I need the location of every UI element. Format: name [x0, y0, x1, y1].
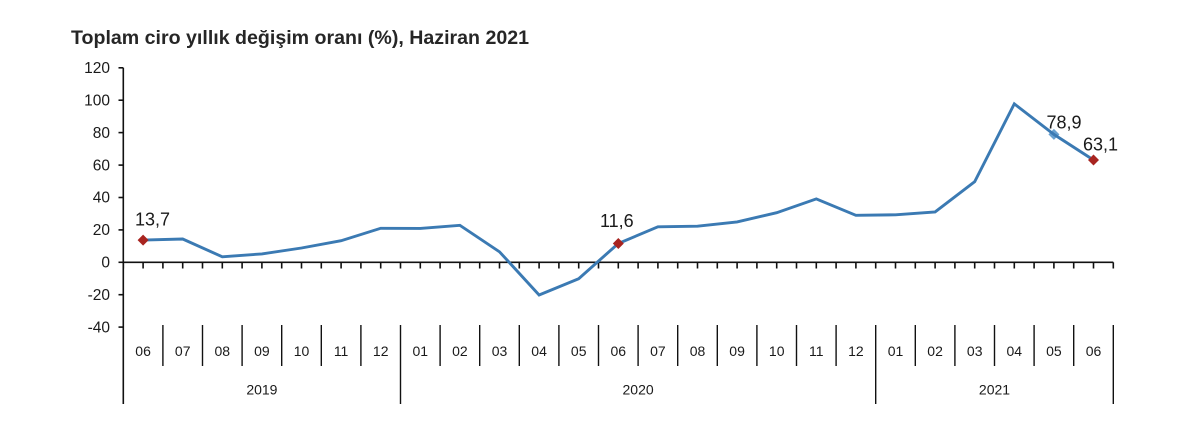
svg-text:2020: 2020 — [623, 382, 654, 398]
svg-text:100: 100 — [84, 92, 110, 109]
svg-text:08: 08 — [215, 343, 231, 359]
svg-text:04: 04 — [1007, 343, 1023, 359]
svg-text:11: 11 — [809, 343, 824, 359]
svg-text:2019: 2019 — [246, 382, 277, 398]
svg-text:78,9: 78,9 — [1047, 112, 1082, 132]
svg-text:03: 03 — [967, 343, 983, 359]
svg-text:13,7: 13,7 — [135, 210, 170, 230]
svg-text:12: 12 — [373, 343, 389, 359]
svg-text:01: 01 — [888, 343, 904, 359]
svg-text:07: 07 — [650, 343, 666, 359]
svg-text:10: 10 — [294, 343, 310, 359]
svg-text:63,1: 63,1 — [1083, 134, 1118, 154]
svg-text:06: 06 — [611, 343, 627, 359]
svg-text:40: 40 — [93, 190, 111, 207]
svg-text:11,6: 11,6 — [600, 211, 634, 231]
svg-text:-20: -20 — [88, 287, 111, 304]
svg-text:01: 01 — [413, 343, 429, 359]
svg-text:04: 04 — [531, 343, 547, 359]
svg-text:05: 05 — [1046, 343, 1062, 359]
svg-text:0: 0 — [101, 255, 110, 272]
svg-text:09: 09 — [729, 343, 745, 359]
svg-text:12: 12 — [848, 343, 864, 359]
svg-text:60: 60 — [93, 157, 111, 174]
svg-text:11: 11 — [334, 343, 349, 359]
svg-text:80: 80 — [93, 125, 111, 142]
svg-text:06: 06 — [1086, 343, 1102, 359]
svg-text:10: 10 — [769, 343, 785, 359]
svg-text:09: 09 — [254, 343, 270, 359]
svg-text:-40: -40 — [88, 319, 111, 336]
svg-text:Toplam ciro yıllık değişim ora: Toplam ciro yıllık değişim oranı (%), Ha… — [71, 27, 529, 49]
svg-text:08: 08 — [690, 343, 706, 359]
svg-text:07: 07 — [175, 343, 191, 359]
svg-text:06: 06 — [135, 343, 151, 359]
svg-text:02: 02 — [452, 343, 468, 359]
svg-text:03: 03 — [492, 343, 508, 359]
svg-text:02: 02 — [927, 343, 943, 359]
svg-text:120: 120 — [84, 60, 110, 77]
svg-text:2021: 2021 — [979, 382, 1010, 398]
svg-text:20: 20 — [93, 222, 111, 239]
svg-text:05: 05 — [571, 343, 587, 359]
